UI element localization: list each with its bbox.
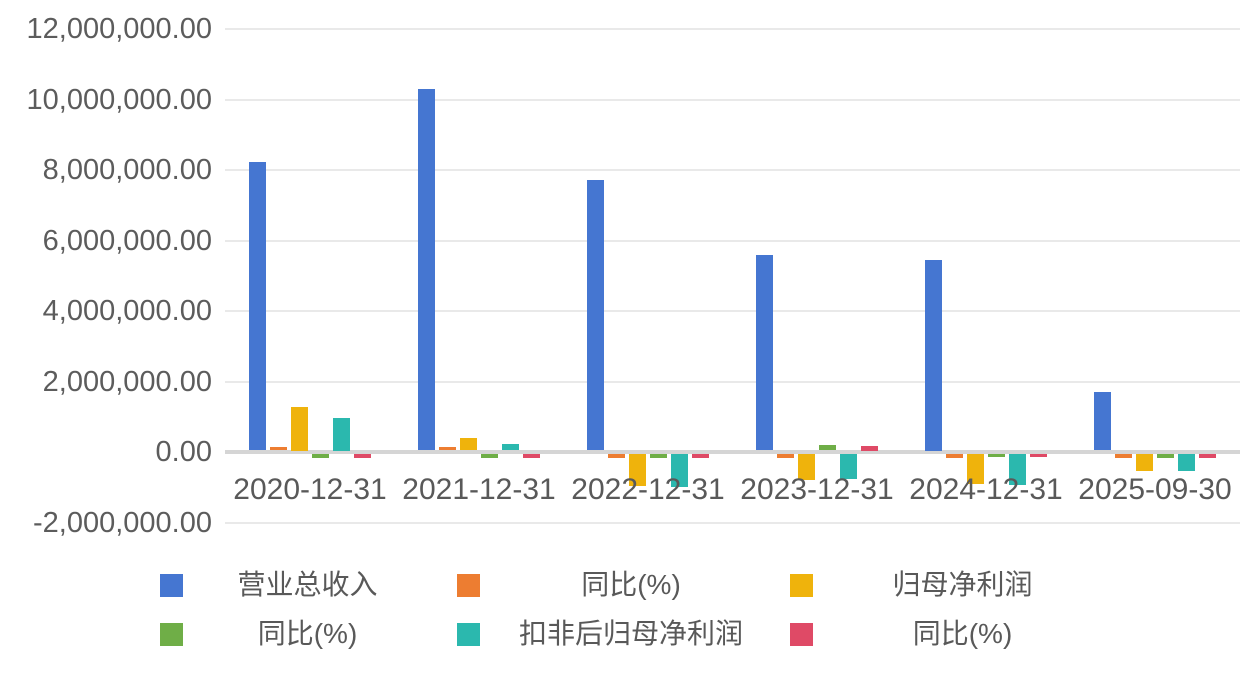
x-axis-label: 2020-12-31: [233, 473, 387, 506]
legend-item[interactable]: 营业总收入: [160, 569, 432, 600]
y-axis-label: -2,000,000.00: [33, 507, 212, 539]
bar: [777, 454, 794, 458]
bar: [629, 454, 646, 486]
x-axis-label: 2024-12-31: [909, 473, 1063, 506]
gridline: [225, 28, 1240, 30]
gridline: [225, 98, 1240, 101]
gridline: [225, 522, 1240, 524]
bar: [988, 454, 1005, 457]
y-axis-label: 4,000,000.00: [42, 295, 212, 328]
gridline: [225, 239, 1240, 242]
bar: [1094, 392, 1111, 450]
bar: [1157, 454, 1174, 458]
bar: [692, 454, 709, 458]
gridline: [225, 310, 1240, 313]
legend-swatch: [790, 622, 813, 646]
legend-item[interactable]: 同比(%): [457, 569, 782, 600]
bar: [840, 454, 857, 479]
bar: [861, 446, 878, 451]
bar: [270, 447, 287, 450]
legend-label: 扣非后归母净利润: [518, 618, 743, 649]
bar: [967, 454, 984, 484]
bar: [502, 444, 519, 450]
y-axis-label: 0.00: [155, 436, 212, 469]
legend-swatch: [160, 622, 183, 646]
legend-item[interactable]: 归母净利润: [790, 569, 1112, 600]
bar: [291, 407, 308, 451]
x-axis-label: 2025-09-30: [1078, 473, 1232, 506]
bar: [312, 454, 329, 458]
bar: [608, 454, 625, 458]
bar: [1178, 454, 1195, 471]
bar: [249, 162, 266, 450]
x-axis-label: 2023-12-31: [740, 473, 894, 506]
bar: [439, 447, 456, 450]
legend-swatch: [160, 573, 183, 597]
legend-label: 同比(%): [257, 618, 358, 649]
legend-label: 归母净利润: [892, 569, 1033, 600]
gridline: [225, 380, 1240, 383]
legend-swatch: [457, 622, 480, 646]
y-axis-label: 6,000,000.00: [42, 224, 212, 257]
x-axis-label: 2022-12-31: [571, 473, 725, 506]
legend-item[interactable]: 同比(%): [160, 618, 432, 649]
legend-item[interactable]: 扣非后归母净利润: [457, 618, 782, 649]
bar: [523, 454, 540, 458]
y-axis-label: 12,000,000.00: [26, 13, 212, 45]
legend-label: 同比(%): [912, 618, 1013, 649]
gridline: [225, 169, 1240, 172]
bar: [1199, 454, 1216, 458]
legend-label: 同比(%): [581, 569, 681, 600]
x-axis-label: 2021-12-31: [402, 473, 556, 506]
bar: [587, 180, 604, 450]
bar: [650, 454, 667, 458]
y-axis-label: 8,000,000.00: [42, 154, 212, 187]
zero-axis-line: [225, 450, 1240, 455]
bar: [354, 454, 371, 458]
legend-item[interactable]: 同比(%): [790, 618, 1112, 649]
bar: [1136, 454, 1153, 471]
bar: [481, 454, 498, 458]
bar: [460, 438, 477, 450]
bar: [1115, 454, 1132, 458]
bar: [819, 445, 836, 450]
bar: [1030, 454, 1047, 457]
bar: [925, 260, 942, 451]
bar: [1009, 454, 1026, 485]
bar: [946, 454, 963, 458]
bar: [671, 454, 688, 487]
bar: [418, 89, 435, 450]
bar: [333, 418, 350, 451]
y-axis-label: 2,000,000.00: [42, 365, 212, 398]
bar: [756, 255, 773, 450]
legend-label: 营业总收入: [237, 569, 378, 600]
bar: [798, 454, 815, 480]
legend-swatch: [457, 573, 480, 597]
y-axis-label: 10,000,000.00: [26, 83, 212, 116]
legend-swatch: [790, 573, 813, 597]
